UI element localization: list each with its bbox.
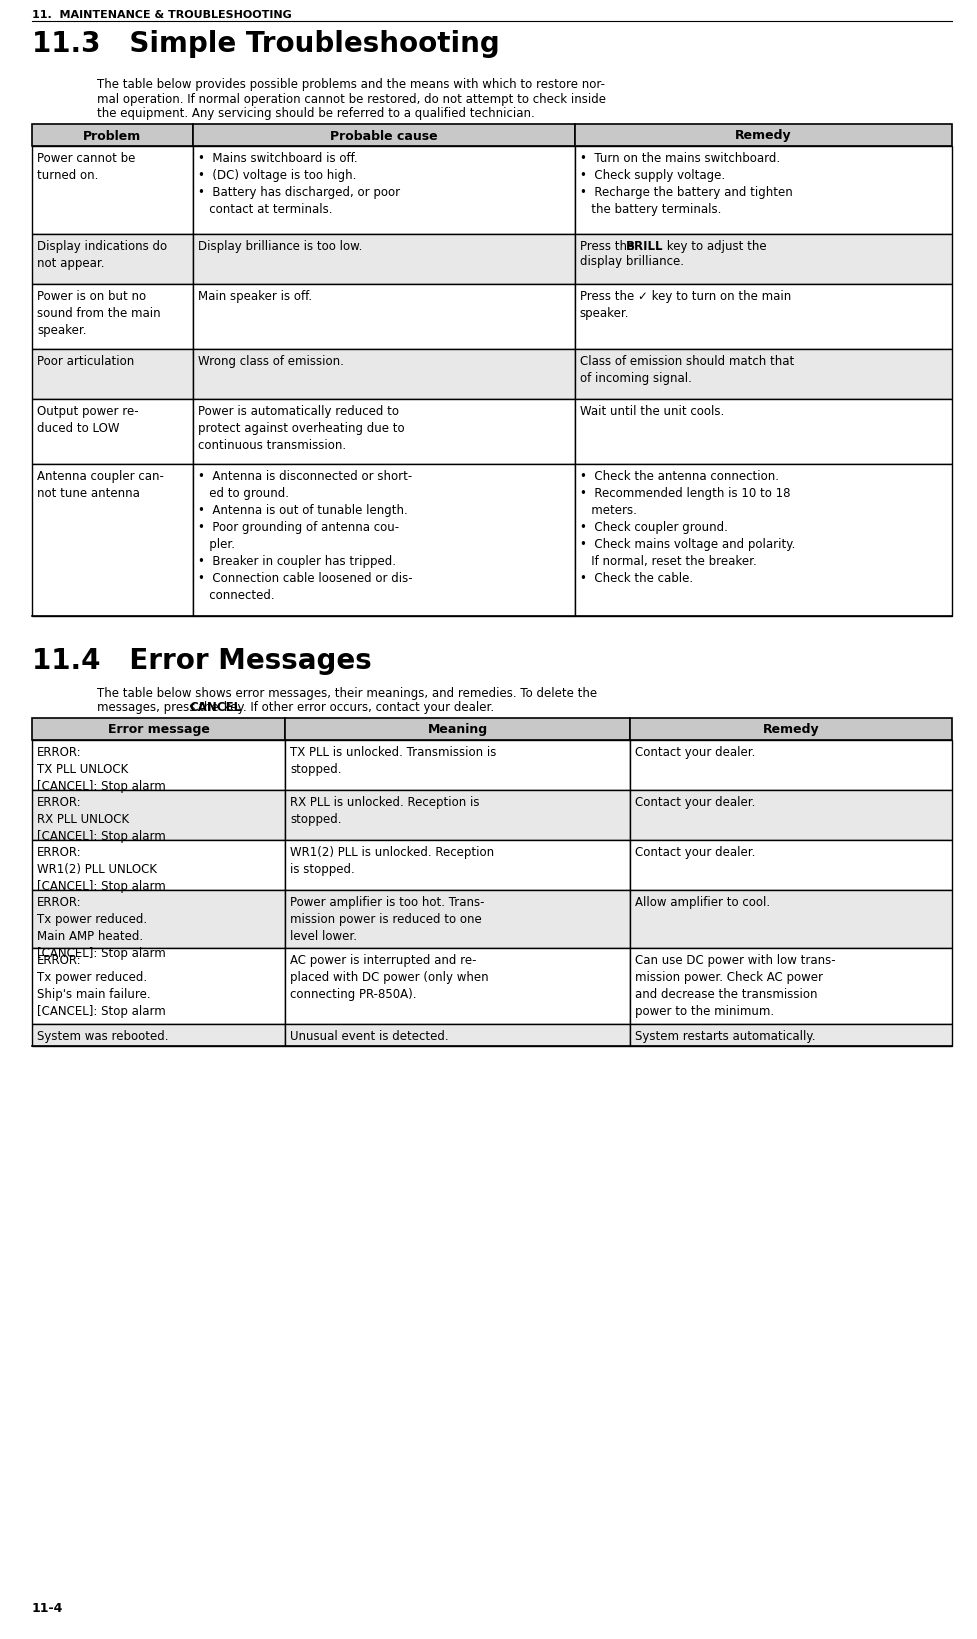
Bar: [32, 148, 193, 234]
Bar: [32, 1024, 285, 1046]
Text: key to adjust the: key to adjust the: [662, 239, 766, 252]
Bar: [574, 465, 952, 616]
Bar: [193, 125, 574, 148]
Text: BRILL: BRILL: [626, 239, 663, 252]
Text: 11.  MAINTENANCE & TROUBLESHOOTING: 11. MAINTENANCE & TROUBLESHOOTING: [32, 10, 292, 20]
Bar: [285, 949, 630, 1024]
Bar: [32, 465, 193, 616]
Text: Meaning: Meaning: [428, 723, 488, 736]
Text: Power is on but no
sound from the main
speaker.: Power is on but no sound from the main s…: [37, 290, 160, 336]
Text: Wrong class of emission.: Wrong class of emission.: [198, 354, 344, 367]
Bar: [630, 790, 952, 841]
Text: System restarts automatically.: System restarts automatically.: [635, 1029, 816, 1042]
Text: messages, press the: messages, press the: [97, 701, 223, 715]
Bar: [285, 741, 630, 790]
Bar: [193, 285, 574, 349]
Text: Power cannot be
turned on.: Power cannot be turned on.: [37, 152, 136, 182]
Bar: [285, 890, 630, 949]
Text: WR1(2) PLL is unlocked. Reception
is stopped.: WR1(2) PLL is unlocked. Reception is sto…: [290, 846, 494, 875]
Bar: [630, 890, 952, 949]
Text: Remedy: Remedy: [763, 723, 820, 736]
Text: Display indications do
not appear.: Display indications do not appear.: [37, 239, 167, 270]
Bar: [285, 841, 630, 890]
Text: ERROR:
WR1(2) PLL UNLOCK
[CANCEL]: Stop alarm: ERROR: WR1(2) PLL UNLOCK [CANCEL]: Stop …: [37, 846, 166, 893]
Bar: [32, 400, 193, 465]
Text: the equipment. Any servicing should be referred to a qualified technician.: the equipment. Any servicing should be r…: [97, 107, 534, 120]
Text: The table below provides possible problems and the means with which to restore n: The table below provides possible proble…: [97, 79, 605, 90]
Bar: [630, 718, 952, 741]
Text: 11-4: 11-4: [32, 1601, 64, 1614]
Text: Probable cause: Probable cause: [330, 129, 438, 143]
Text: Antenna coupler can-
not tune antenna: Antenna coupler can- not tune antenna: [37, 470, 164, 500]
Text: RX PLL is unlocked. Reception is
stopped.: RX PLL is unlocked. Reception is stopped…: [290, 795, 480, 826]
Text: TX PLL is unlocked. Transmission is
stopped.: TX PLL is unlocked. Transmission is stop…: [290, 746, 496, 775]
Bar: [285, 790, 630, 841]
Text: Press the: Press the: [579, 239, 638, 252]
Bar: [193, 234, 574, 285]
Text: The table below shows error messages, their meanings, and remedies. To delete th: The table below shows error messages, th…: [97, 687, 597, 700]
Text: Can use DC power with low trans-
mission power. Check AC power
and decrease the : Can use DC power with low trans- mission…: [635, 954, 835, 1018]
Bar: [630, 949, 952, 1024]
Text: 11.4   Error Messages: 11.4 Error Messages: [32, 647, 372, 675]
Bar: [193, 465, 574, 616]
Bar: [32, 718, 285, 741]
Text: ERROR:
Tx power reduced.
Main AMP heated.
[CANCEL]: Stop alarm: ERROR: Tx power reduced. Main AMP heated…: [37, 895, 166, 959]
Text: Contact your dealer.: Contact your dealer.: [635, 795, 755, 808]
Bar: [574, 148, 952, 234]
Text: Contact your dealer.: Contact your dealer.: [635, 746, 755, 759]
Text: Remedy: Remedy: [735, 129, 791, 143]
Text: display brilliance.: display brilliance.: [579, 254, 684, 267]
Text: ERROR:
Tx power reduced.
Ship's main failure.
[CANCEL]: Stop alarm: ERROR: Tx power reduced. Ship's main fai…: [37, 954, 166, 1018]
Bar: [32, 349, 193, 400]
Text: •  Check the antenna connection.
•  Recommended length is 10 to 18
   meters.
• : • Check the antenna connection. • Recomm…: [579, 470, 795, 585]
Text: Contact your dealer.: Contact your dealer.: [635, 846, 755, 859]
Bar: [32, 234, 193, 285]
Text: Wait until the unit cools.: Wait until the unit cools.: [579, 405, 724, 418]
Bar: [574, 285, 952, 349]
Bar: [630, 741, 952, 790]
Bar: [574, 125, 952, 148]
Bar: [574, 234, 952, 285]
Text: Main speaker is off.: Main speaker is off.: [198, 290, 312, 303]
Text: ERROR:
TX PLL UNLOCK
[CANCEL]: Stop alarm: ERROR: TX PLL UNLOCK [CANCEL]: Stop alar…: [37, 746, 166, 793]
Bar: [32, 741, 285, 790]
Text: mal operation. If normal operation cannot be restored, do not attempt to check i: mal operation. If normal operation canno…: [97, 92, 606, 105]
Bar: [32, 949, 285, 1024]
Text: •  Turn on the mains switchboard.
•  Check supply voltage.
•  Recharge the batte: • Turn on the mains switchboard. • Check…: [579, 152, 792, 216]
Text: Allow amplifier to cool.: Allow amplifier to cool.: [635, 895, 770, 908]
Text: CANCEL: CANCEL: [190, 701, 241, 715]
Text: Power is automatically reduced to
protect against overheating due to
continuous : Power is automatically reduced to protec…: [198, 405, 404, 452]
Bar: [32, 790, 285, 841]
Bar: [574, 349, 952, 400]
Text: Class of emission should match that
of incoming signal.: Class of emission should match that of i…: [579, 354, 794, 385]
Bar: [630, 841, 952, 890]
Text: Power amplifier is too hot. Trans-
mission power is reduced to one
level lower.: Power amplifier is too hot. Trans- missi…: [290, 895, 485, 942]
Bar: [285, 718, 630, 741]
Bar: [193, 349, 574, 400]
Bar: [193, 148, 574, 234]
Text: ERROR:
RX PLL UNLOCK
[CANCEL]: Stop alarm: ERROR: RX PLL UNLOCK [CANCEL]: Stop alar…: [37, 795, 166, 842]
Text: •  Mains switchboard is off.
•  (DC) voltage is too high.
•  Battery has dischar: • Mains switchboard is off. • (DC) volta…: [198, 152, 401, 216]
Bar: [32, 890, 285, 949]
Text: Error message: Error message: [107, 723, 209, 736]
Bar: [574, 400, 952, 465]
Bar: [32, 125, 193, 148]
Bar: [285, 1024, 630, 1046]
Bar: [32, 285, 193, 349]
Text: Poor articulation: Poor articulation: [37, 354, 134, 367]
Bar: [32, 841, 285, 890]
Text: Display brilliance is too low.: Display brilliance is too low.: [198, 239, 362, 252]
Text: 11.3   Simple Troubleshooting: 11.3 Simple Troubleshooting: [32, 30, 500, 57]
Text: Press the ✓ key to turn on the main
speaker.: Press the ✓ key to turn on the main spea…: [579, 290, 791, 320]
Text: Problem: Problem: [83, 129, 142, 143]
Text: System was rebooted.: System was rebooted.: [37, 1029, 168, 1042]
Text: Unusual event is detected.: Unusual event is detected.: [290, 1029, 448, 1042]
Text: key. If other error occurs, contact your dealer.: key. If other error occurs, contact your…: [220, 701, 494, 715]
Text: Output power re-
duced to LOW: Output power re- duced to LOW: [37, 405, 139, 434]
Bar: [193, 400, 574, 465]
Text: •  Antenna is disconnected or short-
   ed to ground.
•  Antenna is out of tunab: • Antenna is disconnected or short- ed t…: [198, 470, 412, 602]
Text: AC power is interrupted and re-
placed with DC power (only when
connecting PR-85: AC power is interrupted and re- placed w…: [290, 954, 488, 1000]
Bar: [630, 1024, 952, 1046]
